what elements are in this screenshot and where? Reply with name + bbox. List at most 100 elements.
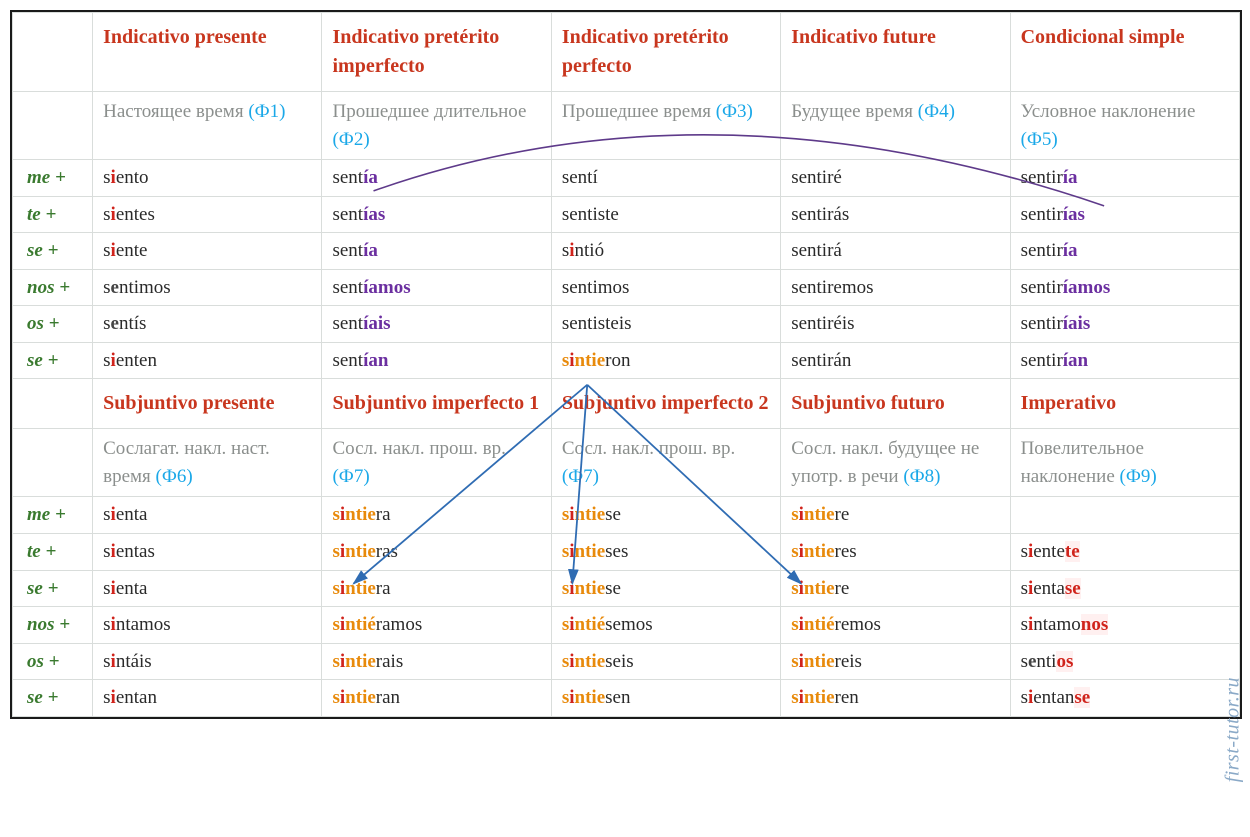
conjugation-cell: sientas: [93, 534, 322, 571]
conjugation-row: se +sientensentíansintieronsentiránsenti…: [13, 342, 1240, 379]
conjugation-cell: sintiereis: [781, 643, 1010, 680]
tense-subheader: Сосл. накл. прош. вр. (Ф7): [551, 429, 780, 497]
conjugation-cell: sentiré: [781, 160, 1010, 197]
conjugation-row: me +sientosentíasentísentirésentiría: [13, 160, 1240, 197]
pronoun-cell: os +: [13, 643, 93, 680]
pronoun-cell: se +: [13, 570, 93, 607]
pronoun-cell: nos +: [13, 269, 93, 306]
conjugation-row: se +sientesentíasintiósentirásentiría: [13, 233, 1240, 270]
conjugation-cell: sientan: [93, 680, 322, 717]
blank-cell: [13, 429, 93, 497]
conjugation-cell: sentios: [1010, 643, 1239, 680]
conjugation-cell: sintieras: [322, 534, 551, 571]
conjugation-cell: siente: [93, 233, 322, 270]
conjugation-cell: sintieran: [322, 680, 551, 717]
conjugation-cell: sintió: [551, 233, 780, 270]
conjugation-cell: sintieren: [781, 680, 1010, 717]
tense-header: Imperativo: [1010, 379, 1239, 429]
subheader-row-1: Настоящее время (Ф1) Прошедшее длительно…: [13, 92, 1240, 160]
conjugation-cell: sintiese: [551, 497, 780, 534]
tense-subheader: Сослагат. накл. наст. время (Ф6): [93, 429, 322, 497]
tense-subheader: Прошедшее время (Ф3): [551, 92, 780, 160]
conjugation-cell: sintiera: [322, 570, 551, 607]
conjugation-cell: sentías: [322, 196, 551, 233]
conjugation-cell: [1010, 497, 1239, 534]
conjugation-cell: sentía: [322, 160, 551, 197]
conjugation-cell: sentisteis: [551, 306, 780, 343]
conjugation-cell: sintieres: [781, 534, 1010, 571]
pronoun-cell: te +: [13, 196, 93, 233]
pronoun-cell: te +: [13, 534, 93, 571]
conjugation-row: os +sintáissintieraissintieseissintierei…: [13, 643, 1240, 680]
blank-cell: [13, 379, 93, 429]
conjugation-cell: sienta: [93, 497, 322, 534]
conjugation-cell: sintiese: [551, 570, 780, 607]
conjugation-cell: sintiesen: [551, 680, 780, 717]
blank-cell: [13, 92, 93, 160]
conjugation-cell: sentiste: [551, 196, 780, 233]
tense-header: Subjuntivo imperfecto 1: [322, 379, 551, 429]
conjugation-cell: sentí: [551, 160, 780, 197]
conjugation-cell: sentían: [322, 342, 551, 379]
tense-header: Subjuntivo futuro: [781, 379, 1010, 429]
pronoun-cell: nos +: [13, 607, 93, 644]
conjugation-cell: sentimos: [93, 269, 322, 306]
conjugation-cell: sentiríais: [1010, 306, 1239, 343]
conjugation-cell: sentirán: [781, 342, 1010, 379]
conjugation-cell: sentíamos: [322, 269, 551, 306]
conjugation-cell: sentirás: [781, 196, 1010, 233]
conjugation-cell: sintiésemos: [551, 607, 780, 644]
tense-subheader: Условное наклонение (Ф5): [1010, 92, 1239, 160]
conjugation-cell: sentiréis: [781, 306, 1010, 343]
conjugation-cell: sentís: [93, 306, 322, 343]
conjugation-cell: sentía: [322, 233, 551, 270]
conjugation-cell: sintierais: [322, 643, 551, 680]
conjugation-cell: sientete: [1010, 534, 1239, 571]
conjugation-row: te +sientassintierassintiesessintieressi…: [13, 534, 1240, 571]
conjugation-cell: sentirían: [1010, 342, 1239, 379]
tense-header: Indicativo pretérito imperfecto: [322, 13, 551, 92]
conjugation-cell: sintamonos: [1010, 607, 1239, 644]
conjugation-cell: sintáis: [93, 643, 322, 680]
conjugation-cell: sintiera: [322, 497, 551, 534]
conjugation-cell: sintieron: [551, 342, 780, 379]
tense-subheader: Сосл. накл. прош. вр. (Ф7): [322, 429, 551, 497]
conjugation-cell: sintieseis: [551, 643, 780, 680]
conjugation-cell: sintiere: [781, 570, 1010, 607]
conjugation-cell: sentiríamos: [1010, 269, 1239, 306]
tense-subheader: Сосл. накл. будущее не употр. в речи (Ф8…: [781, 429, 1010, 497]
conjugation-cell: sentiría: [1010, 233, 1239, 270]
pronoun-cell: se +: [13, 680, 93, 717]
conjugation-table: Indicativo presente Indicativo pretérito…: [12, 12, 1240, 717]
watermark-text: first-tutor.ru: [1221, 677, 1244, 782]
conjugation-cell: sientanse: [1010, 680, 1239, 717]
conjugation-row: nos +sintamossintiéramossintiésemossinti…: [13, 607, 1240, 644]
pronoun-cell: me +: [13, 160, 93, 197]
conjugation-cell: sentíais: [322, 306, 551, 343]
conjugation-cell: sintieses: [551, 534, 780, 571]
tense-header: Indicativo pretérito perfecto: [551, 13, 780, 92]
conjugation-cell: sentiría: [1010, 160, 1239, 197]
conjugation-row: os +sentíssentíaissentisteissentiréissen…: [13, 306, 1240, 343]
conjugation-cell: sentimos: [551, 269, 780, 306]
conjugation-cell: sienta: [93, 570, 322, 607]
conjugation-row: te +sientessentíassentistesentirássentir…: [13, 196, 1240, 233]
tense-header: Indicativo presente: [93, 13, 322, 92]
conjugation-cell: sienten: [93, 342, 322, 379]
tense-header: Condicional simple: [1010, 13, 1239, 92]
pronoun-cell: se +: [13, 233, 93, 270]
header-row-1: Indicativo presente Indicativo pretérito…: [13, 13, 1240, 92]
subheader-row-2: Сослагат. накл. наст. время (Ф6) Сосл. н…: [13, 429, 1240, 497]
tense-subheader: Повелительное наклонение (Ф9): [1010, 429, 1239, 497]
conjugation-cell: sentirías: [1010, 196, 1239, 233]
pronoun-cell: se +: [13, 342, 93, 379]
conjugation-cell: sientes: [93, 196, 322, 233]
header-row-2: Subjuntivo presente Subjuntivo imperfect…: [13, 379, 1240, 429]
conjugation-row: me +sientasintierasintiesesintiere: [13, 497, 1240, 534]
tense-subheader: Настоящее время (Ф1): [93, 92, 322, 160]
tense-header: Subjuntivo imperfecto 2: [551, 379, 780, 429]
conjugation-cell: sintiéremos: [781, 607, 1010, 644]
tense-header: Indicativo future: [781, 13, 1010, 92]
conjugation-cell: sintiéramos: [322, 607, 551, 644]
pronoun-cell: me +: [13, 497, 93, 534]
